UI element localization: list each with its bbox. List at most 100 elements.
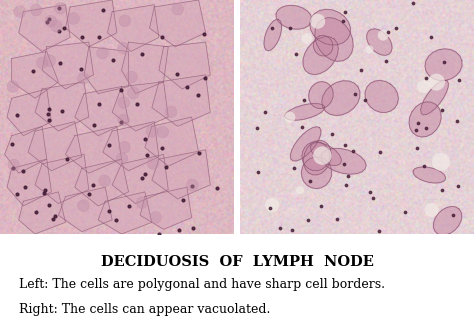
Point	[392, 25, 399, 31]
Point	[255, 169, 262, 175]
Circle shape	[150, 212, 162, 223]
Polygon shape	[75, 86, 128, 136]
Polygon shape	[75, 159, 128, 206]
Circle shape	[378, 30, 388, 40]
Circle shape	[425, 203, 438, 217]
Polygon shape	[7, 89, 51, 136]
Point	[162, 164, 170, 170]
Point	[125, 203, 133, 208]
Point	[288, 227, 296, 232]
Circle shape	[147, 158, 159, 169]
Point	[339, 19, 346, 24]
Polygon shape	[152, 75, 210, 126]
Point	[341, 9, 348, 14]
Point	[133, 102, 141, 107]
Polygon shape	[35, 82, 89, 131]
Point	[345, 174, 352, 179]
Point	[56, 61, 64, 66]
Bar	[0, 234, 474, 325]
Circle shape	[417, 80, 430, 93]
Text: Right: The cells can appear vacuolated.: Right: The cells can appear vacuolated.	[19, 303, 270, 316]
Polygon shape	[159, 42, 210, 89]
Point	[349, 149, 357, 154]
Circle shape	[97, 47, 109, 59]
Point	[32, 210, 40, 215]
Point	[333, 217, 340, 222]
Point	[64, 157, 71, 162]
Point	[155, 231, 163, 236]
Polygon shape	[290, 127, 321, 161]
Circle shape	[296, 187, 304, 194]
Point	[341, 161, 348, 166]
Polygon shape	[5, 126, 47, 173]
Circle shape	[99, 175, 110, 187]
Point	[99, 8, 107, 13]
Polygon shape	[365, 80, 398, 112]
Point	[89, 182, 97, 188]
Point	[183, 85, 191, 90]
Polygon shape	[303, 140, 331, 175]
Circle shape	[186, 179, 198, 191]
Point	[138, 175, 146, 180]
Point	[201, 75, 209, 80]
Point	[301, 97, 308, 102]
Point	[343, 182, 350, 188]
Point	[117, 119, 125, 124]
Polygon shape	[313, 35, 333, 56]
Polygon shape	[42, 42, 93, 89]
Polygon shape	[421, 80, 448, 115]
Point	[276, 225, 284, 230]
Circle shape	[432, 153, 450, 171]
Point	[118, 87, 125, 92]
Point	[105, 209, 112, 214]
Polygon shape	[103, 122, 159, 171]
Circle shape	[44, 55, 55, 67]
Point	[180, 198, 187, 203]
Point	[158, 146, 166, 151]
Circle shape	[14, 6, 26, 18]
Circle shape	[68, 13, 79, 24]
Text: Left: The cells are polygonal and have sharp cell borders.: Left: The cells are polygonal and have s…	[19, 278, 385, 291]
Polygon shape	[152, 150, 210, 199]
Polygon shape	[409, 102, 441, 137]
Point	[86, 191, 93, 196]
Circle shape	[310, 14, 325, 29]
Point	[428, 34, 435, 39]
Point	[376, 150, 384, 155]
Point	[13, 112, 21, 118]
Point	[45, 203, 52, 208]
Circle shape	[36, 57, 48, 69]
Circle shape	[116, 153, 128, 164]
Circle shape	[157, 126, 169, 138]
Point	[46, 17, 53, 22]
Polygon shape	[309, 82, 333, 109]
Point	[61, 26, 68, 31]
Point	[201, 32, 208, 37]
Point	[455, 78, 463, 83]
Point	[112, 217, 120, 222]
Polygon shape	[150, 0, 206, 47]
Polygon shape	[303, 37, 338, 75]
Circle shape	[265, 198, 279, 212]
Point	[105, 143, 113, 148]
Circle shape	[118, 114, 129, 126]
Polygon shape	[140, 187, 191, 229]
Circle shape	[45, 15, 57, 27]
Point	[55, 5, 63, 10]
Point	[438, 107, 446, 112]
Point	[213, 186, 220, 191]
Point	[95, 34, 102, 40]
Polygon shape	[302, 142, 329, 171]
Polygon shape	[285, 103, 325, 120]
Point	[173, 71, 181, 76]
Circle shape	[30, 4, 42, 16]
Point	[141, 136, 148, 141]
Circle shape	[284, 112, 295, 123]
Polygon shape	[28, 122, 82, 171]
Point	[352, 91, 359, 97]
Polygon shape	[315, 18, 353, 61]
Point	[412, 128, 420, 133]
Point	[262, 109, 269, 114]
Point	[401, 210, 409, 215]
Polygon shape	[98, 192, 152, 234]
